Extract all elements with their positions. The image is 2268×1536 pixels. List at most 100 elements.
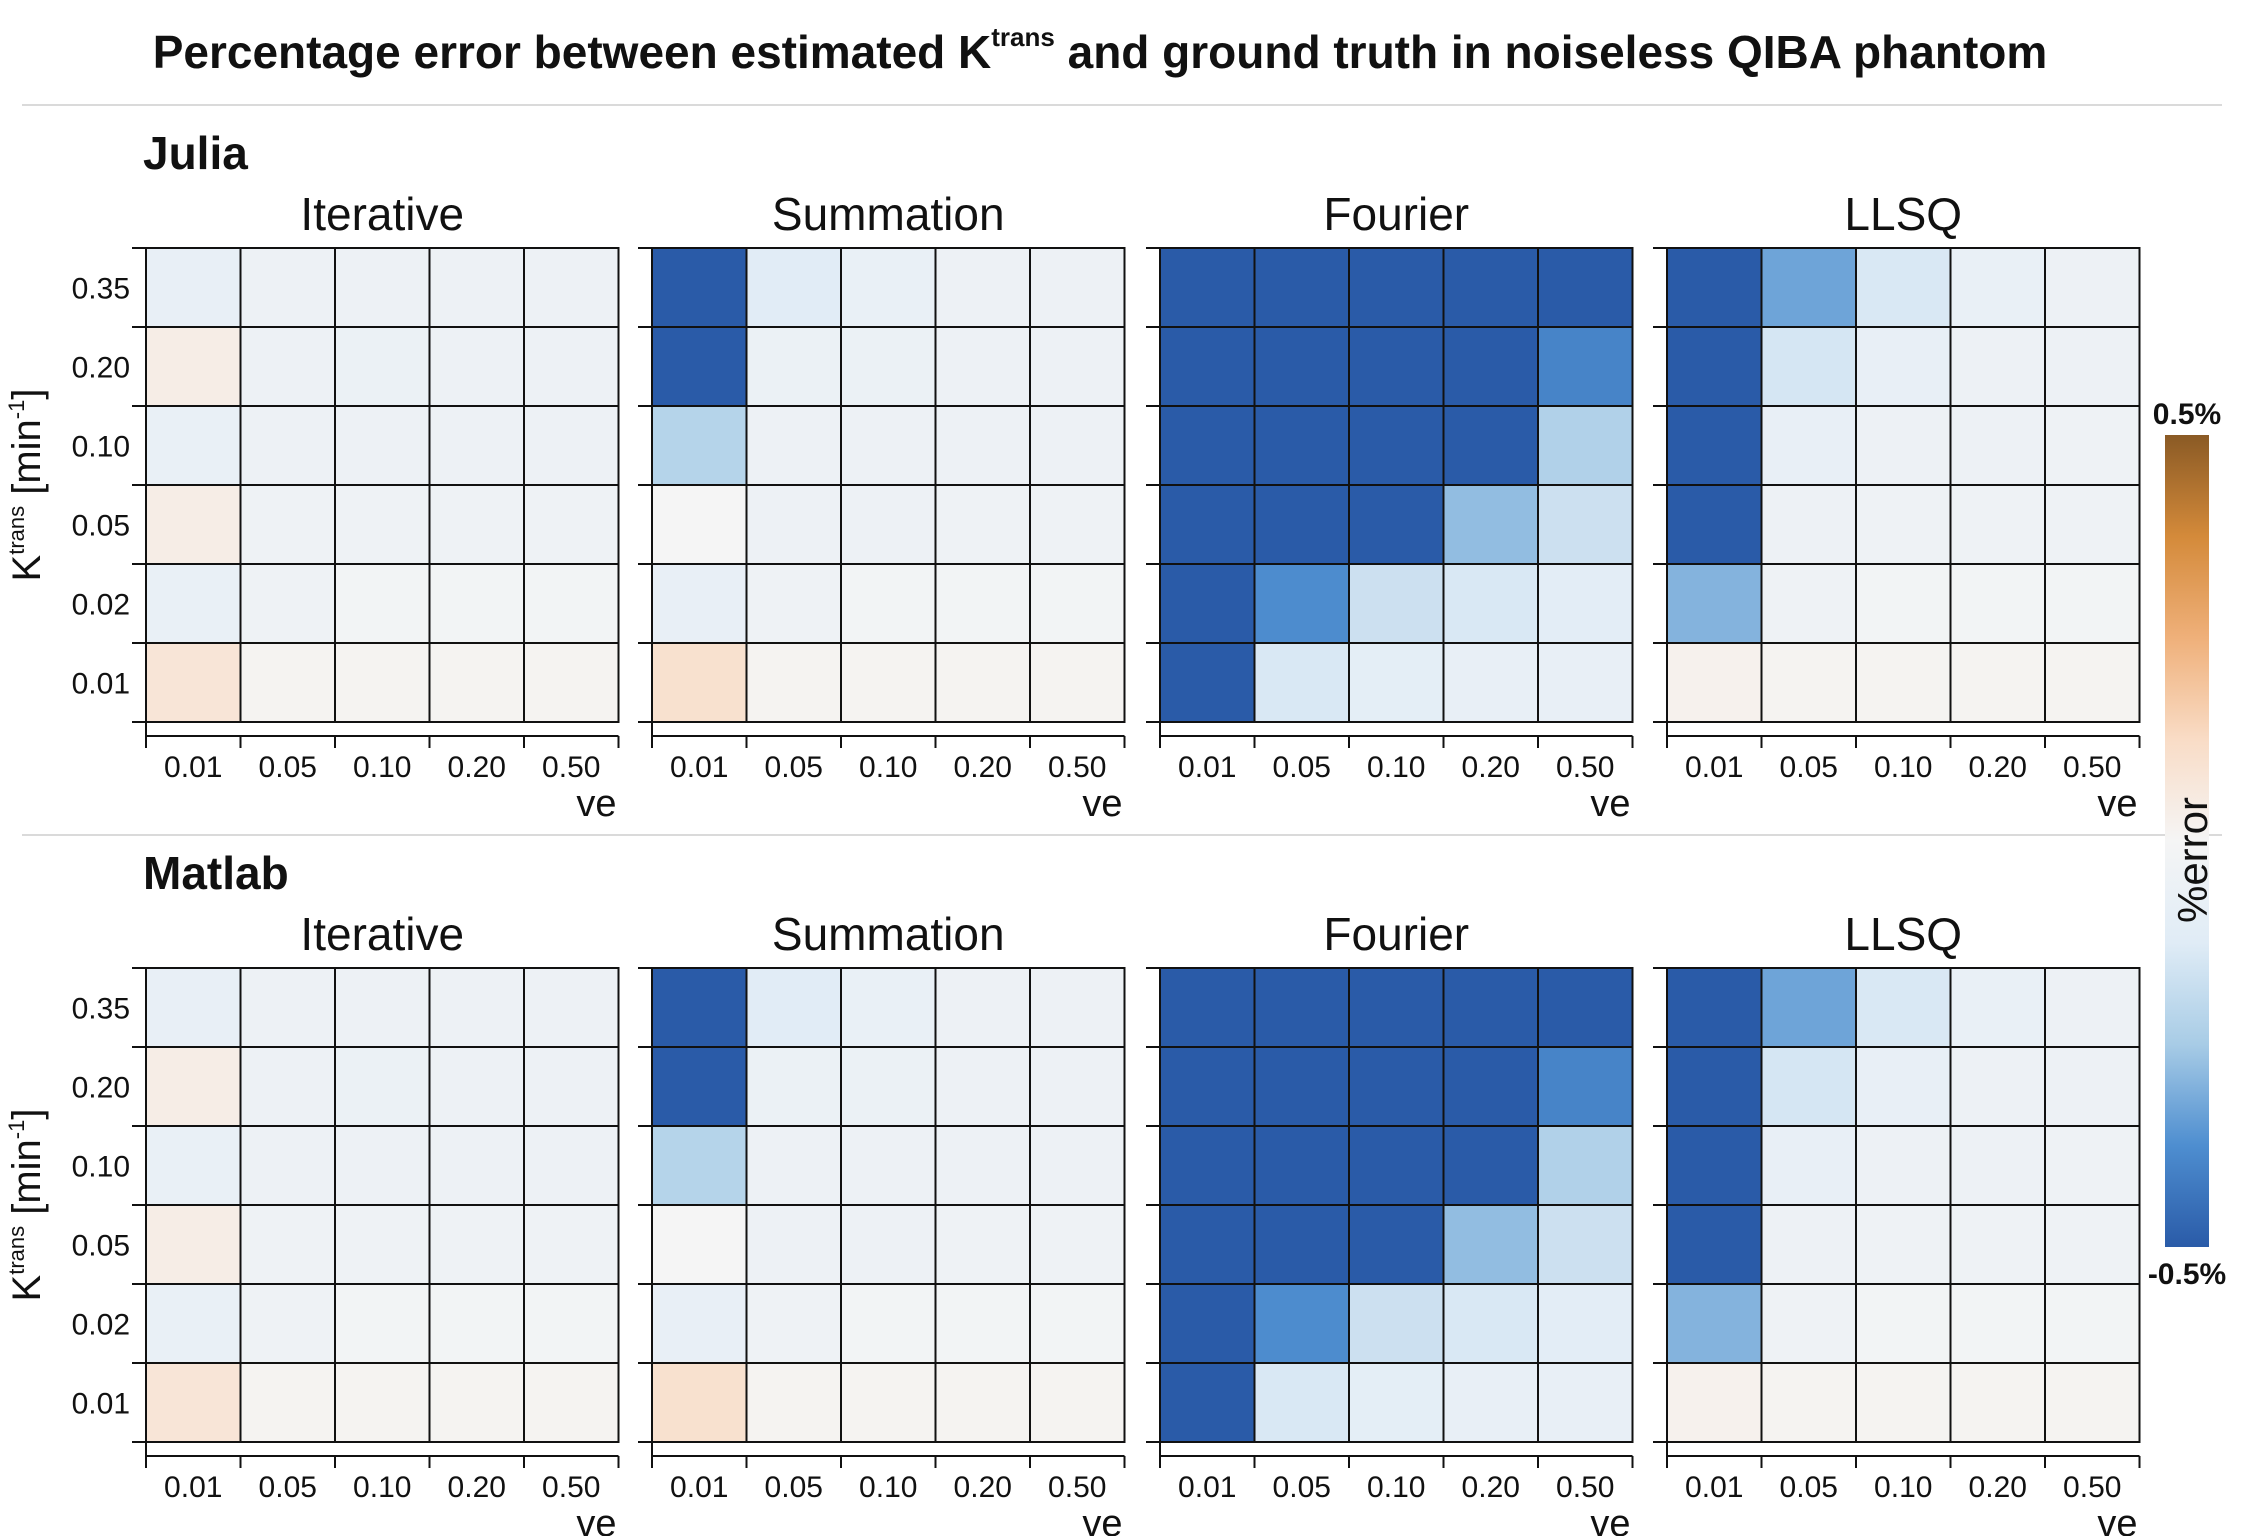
heatmap-cell [334, 247, 431, 328]
heatmap-cell [239, 247, 336, 328]
heatmap-cell [1760, 1046, 1857, 1127]
heatmap-cell [1253, 967, 1350, 1048]
heatmap-cell [1537, 967, 1634, 1048]
heatmap-cell [2044, 642, 2141, 723]
x-tick-label: 0.05 [1273, 1471, 1331, 1504]
x-tick-label: 0.20 [954, 751, 1012, 784]
heatmap-cell [145, 1283, 242, 1364]
heatmap-cell [651, 1046, 748, 1127]
heatmap-cell [2044, 405, 2141, 486]
heatmap-cell [1159, 484, 1256, 565]
heatmap-cell [2044, 1204, 2141, 1285]
x-tick-label: 0.05 [1273, 751, 1331, 784]
y-axis-label: Ktrans [min-1] [4, 1109, 49, 1302]
heatmap-cell [934, 326, 1031, 407]
heatmap-cell [1253, 1125, 1350, 1206]
y-tick-label: 0.35 [72, 273, 130, 306]
heatmap-cell [1029, 484, 1126, 565]
heatmap-cell [1159, 1046, 1256, 1127]
x-tick-label: 0.50 [542, 1471, 600, 1504]
heatmap-cell [1666, 405, 1763, 486]
heatmap-cell [145, 967, 242, 1048]
heatmap-cell [1442, 1125, 1539, 1206]
heatmap-cell [1855, 326, 1952, 407]
heatmap-cell [1949, 1125, 2046, 1206]
heatmap-cell [840, 1204, 937, 1285]
heatmap-cell [334, 1283, 431, 1364]
heatmap-cell [334, 405, 431, 486]
heatmap-cell [1760, 1362, 1857, 1443]
heatmap-cell [840, 563, 937, 644]
heatmap-cell [523, 1204, 620, 1285]
heatmap-cell [840, 326, 937, 407]
heatmap-cell [745, 967, 842, 1048]
heatmap-cell [1537, 642, 1634, 723]
heatmap-cell [1442, 405, 1539, 486]
heatmap-cell [651, 563, 748, 644]
heatmap-cell [523, 326, 620, 407]
heatmap-cell [334, 484, 431, 565]
heatmap-cell [239, 1283, 336, 1364]
heatmap-cell [1159, 642, 1256, 723]
panel-title: Summation [772, 908, 1005, 960]
heatmap-cell [334, 326, 431, 407]
x-tick-label: 0.50 [1556, 1471, 1614, 1504]
heatmap-cell [745, 1125, 842, 1206]
x-tick-label: 0.20 [448, 751, 506, 784]
y-tick-label: 0.20 [72, 352, 130, 385]
heatmap-cell [745, 642, 842, 723]
x-tick-label: 0.50 [2063, 751, 2121, 784]
x-tick-label: 0.50 [1048, 751, 1106, 784]
heatmap-cell [1760, 642, 1857, 723]
heatmap-cell [523, 1283, 620, 1364]
x-tick-label: 0.05 [259, 751, 317, 784]
heatmap-cell [934, 484, 1031, 565]
heatmap-cell [1666, 484, 1763, 565]
heatmap-cell [934, 1046, 1031, 1127]
heatmap-cell [2044, 1046, 2141, 1127]
heatmap-cell [428, 1125, 525, 1206]
heatmap-cell [1159, 247, 1256, 328]
heatmap-cell [1949, 563, 2046, 644]
heatmap-cell [239, 326, 336, 407]
heatmap-cell [523, 642, 620, 723]
heatmap-cell [840, 1125, 937, 1206]
x-tick-label: 0.01 [670, 1471, 728, 1504]
heatmap-cell [334, 967, 431, 1048]
y-tick-label: 0.01 [72, 1388, 130, 1421]
heatmap-cell [1253, 326, 1350, 407]
heatmap-cell [1855, 484, 1952, 565]
heatmap-cell [145, 1362, 242, 1443]
x-axis-label: ve [1590, 783, 1630, 825]
heatmap-cell [239, 405, 336, 486]
heatmap-cell [2044, 484, 2141, 565]
y-tick-label: 0.35 [72, 993, 130, 1026]
heatmap-cell [1029, 247, 1126, 328]
x-tick-label: 0.01 [1685, 751, 1743, 784]
divider [22, 834, 2222, 836]
heatmap-cell [523, 1046, 620, 1127]
heatmap-cell [1029, 1283, 1126, 1364]
heatmap-cell [1949, 405, 2046, 486]
heatmap-cell [840, 642, 937, 723]
heatmap-cell [1029, 1125, 1126, 1206]
x-axis-label: ve [1082, 783, 1122, 825]
x-axis-label: ve [576, 783, 616, 825]
heatmap-cell [1537, 484, 1634, 565]
heatmap-cell [934, 405, 1031, 486]
x-tick-label: 0.10 [1367, 751, 1425, 784]
heatmap-cell [1253, 405, 1350, 486]
heatmap-cell [334, 1362, 431, 1443]
heatmap-cell [651, 1125, 748, 1206]
y-axis-label: Ktrans [min-1] [4, 389, 49, 582]
heatmap-cell [1537, 247, 1634, 328]
x-tick-label: 0.01 [164, 751, 222, 784]
heatmap-cell [1855, 1362, 1952, 1443]
heatmap-cell [523, 967, 620, 1048]
colorbar: 0.5% -0.5% %error [2148, 398, 2226, 1291]
heatmap-cell [1666, 1125, 1763, 1206]
heatmap-cell [334, 1204, 431, 1285]
